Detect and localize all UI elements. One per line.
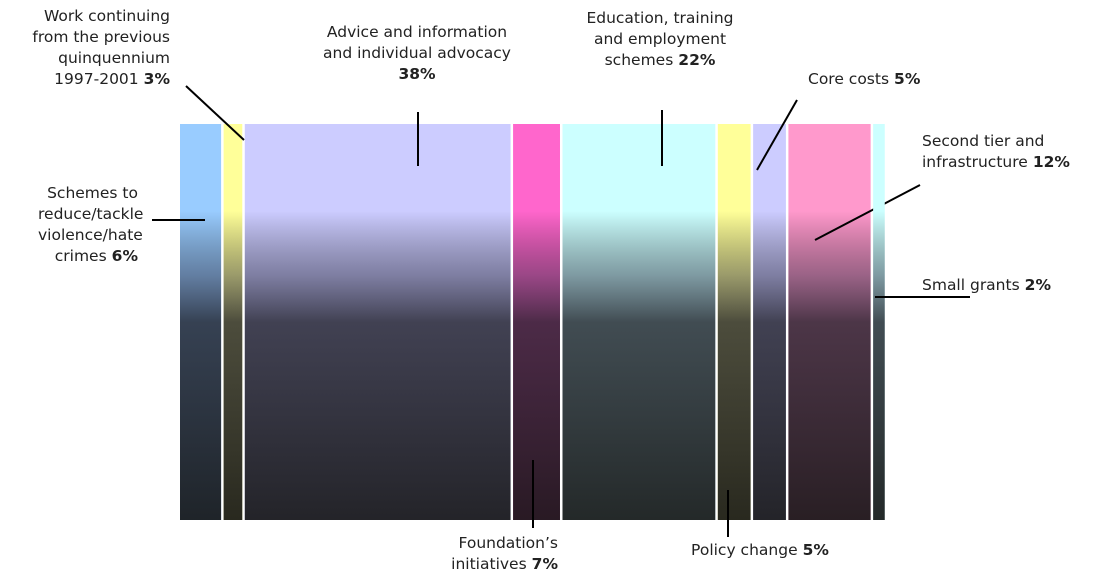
segment-label: Advice and information and individual ad… (297, 22, 537, 85)
segment-label: Education, training and employment schem… (560, 8, 760, 71)
segment-label: Small grants 2% (922, 275, 1092, 296)
value-label: 2% (1025, 276, 1051, 294)
category-label: Policy change (691, 541, 798, 559)
photo-shade (753, 124, 786, 520)
category-label: Advice and information and individual ad… (323, 23, 511, 62)
value-label: 22% (678, 51, 715, 69)
photo-shade (718, 124, 751, 520)
value-label: 12% (1033, 153, 1070, 171)
category-label: Second tier and infrastructure (922, 132, 1044, 171)
segment-label: Policy change 5% (660, 540, 860, 561)
value-label: 38% (398, 65, 435, 83)
segment-label: Work continuing from the previous quinqu… (0, 6, 170, 90)
value-label: 5% (894, 70, 920, 88)
photo-shade (513, 124, 560, 520)
photo-shade (245, 124, 511, 520)
value-label: 5% (803, 541, 829, 559)
photo-shade (562, 124, 715, 520)
page: Schemes to reduce/tackle violence/hate c… (0, 0, 1097, 577)
segment-label: Schemes to reduce/tackle violence/hate c… (38, 183, 138, 267)
photo-shade (873, 124, 885, 520)
photo-shade (180, 124, 221, 520)
photo-shade (788, 124, 870, 520)
value-label: 6% (112, 247, 138, 265)
value-label: 3% (144, 70, 170, 88)
category-label: Small grants (922, 276, 1020, 294)
value-label: 7% (532, 555, 558, 573)
segment-label: Core costs 5% (808, 69, 968, 90)
category-label: Core costs (808, 70, 889, 88)
photo-shade (224, 124, 243, 520)
